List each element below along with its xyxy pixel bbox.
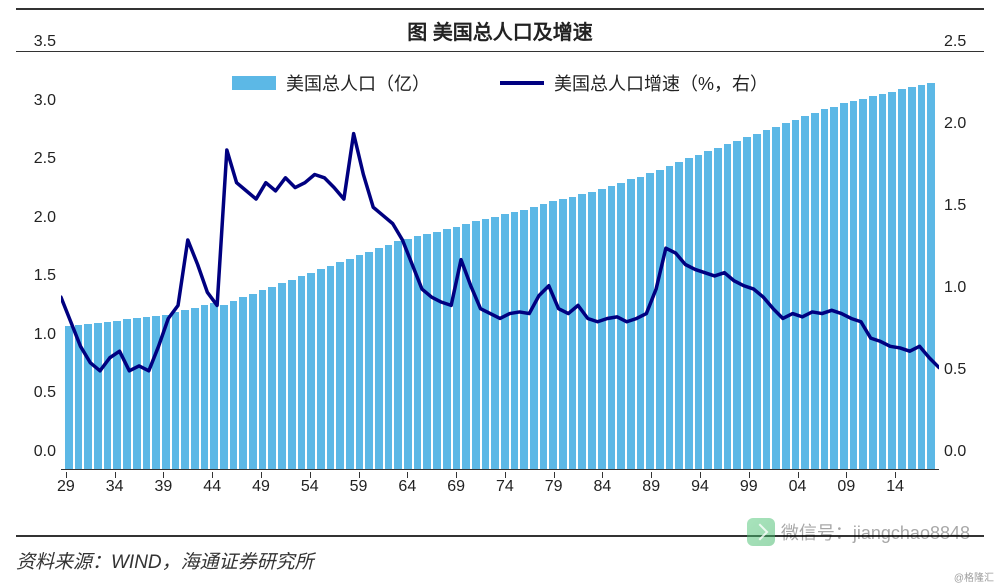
chart-title: 图 美国总人口及增速 xyxy=(16,8,984,52)
y-left-tick: 1.0 xyxy=(16,326,56,344)
y-left-tick: 2.5 xyxy=(16,150,56,168)
legend-line-label: 美国总人口增速（%，右） xyxy=(554,70,768,96)
y-axis-right: 0.00.51.01.52.02.5 xyxy=(944,60,984,470)
y-left-tick: 0.5 xyxy=(16,384,56,402)
x-tick-mark xyxy=(66,472,67,478)
x-tick-mark xyxy=(163,472,164,478)
x-tick-mark xyxy=(359,472,360,478)
x-tick-mark xyxy=(505,472,506,478)
x-tick: 04 xyxy=(789,478,807,496)
y-right-tick: 0.0 xyxy=(944,443,984,461)
y-right-tick: 2.5 xyxy=(944,33,984,51)
x-tick-mark xyxy=(212,472,213,478)
x-tick-mark xyxy=(456,472,457,478)
x-tick-mark xyxy=(261,472,262,478)
x-tick-mark xyxy=(602,472,603,478)
x-axis: 293439444954596469747984899499040914 xyxy=(61,472,939,500)
legend: 美国总人口（亿） 美国总人口增速（%，右） xyxy=(16,70,984,96)
x-tick: 89 xyxy=(642,478,660,496)
y-right-tick: 1.0 xyxy=(944,279,984,297)
legend-bar-label: 美国总人口（亿） xyxy=(286,70,430,96)
x-tick-mark xyxy=(700,472,701,478)
x-tick: 54 xyxy=(301,478,319,496)
y-left-tick: 3.5 xyxy=(16,33,56,51)
x-tick-mark xyxy=(749,472,750,478)
legend-bar: 美国总人口（亿） xyxy=(232,70,430,96)
x-tick: 49 xyxy=(252,478,270,496)
x-tick: 09 xyxy=(837,478,855,496)
x-tick: 64 xyxy=(398,478,416,496)
line-overlay xyxy=(61,60,939,469)
y-left-tick: 2.0 xyxy=(16,209,56,227)
y-right-tick: 0.5 xyxy=(944,361,984,379)
x-tick: 39 xyxy=(155,478,173,496)
watermark: 微信号：jiangchao8848 xyxy=(747,518,970,546)
y-left-tick: 0.0 xyxy=(16,443,56,461)
x-tick-mark xyxy=(895,472,896,478)
wechat-icon xyxy=(747,518,775,546)
x-tick: 59 xyxy=(350,478,368,496)
bar-swatch xyxy=(232,76,276,90)
line-swatch xyxy=(500,81,544,85)
x-tick: 69 xyxy=(447,478,465,496)
x-tick: 99 xyxy=(740,478,758,496)
x-tick: 94 xyxy=(691,478,709,496)
x-tick: 29 xyxy=(57,478,75,496)
x-tick-mark xyxy=(310,472,311,478)
y-right-tick: 2.0 xyxy=(944,115,984,133)
x-tick: 84 xyxy=(594,478,612,496)
x-tick-mark xyxy=(407,472,408,478)
x-tick-mark xyxy=(651,472,652,478)
x-tick-mark xyxy=(798,472,799,478)
x-tick: 79 xyxy=(545,478,563,496)
x-tick: 44 xyxy=(203,478,221,496)
watermark-text: 微信号：jiangchao8848 xyxy=(781,519,970,545)
y-right-tick: 1.5 xyxy=(944,197,984,215)
y-left-tick: 1.5 xyxy=(16,267,56,285)
x-tick-mark xyxy=(846,472,847,478)
x-tick: 14 xyxy=(886,478,904,496)
x-tick-mark xyxy=(554,472,555,478)
plot-area: 美国总人口（亿） 美国总人口增速（%，右） 0.0 0.5 1.0 1.5 2.0 2.5… xyxy=(16,60,984,500)
x-tick: 74 xyxy=(496,478,514,496)
credit-text: @格隆汇 xyxy=(954,569,994,584)
plot-inner xyxy=(61,60,939,470)
y-axis-left: 0.00.51.01.52.02.53.03.5 xyxy=(16,60,56,470)
legend-line: 美国总人口增速（%，右） xyxy=(500,70,768,96)
x-tick-mark xyxy=(115,472,116,478)
x-tick: 34 xyxy=(106,478,124,496)
